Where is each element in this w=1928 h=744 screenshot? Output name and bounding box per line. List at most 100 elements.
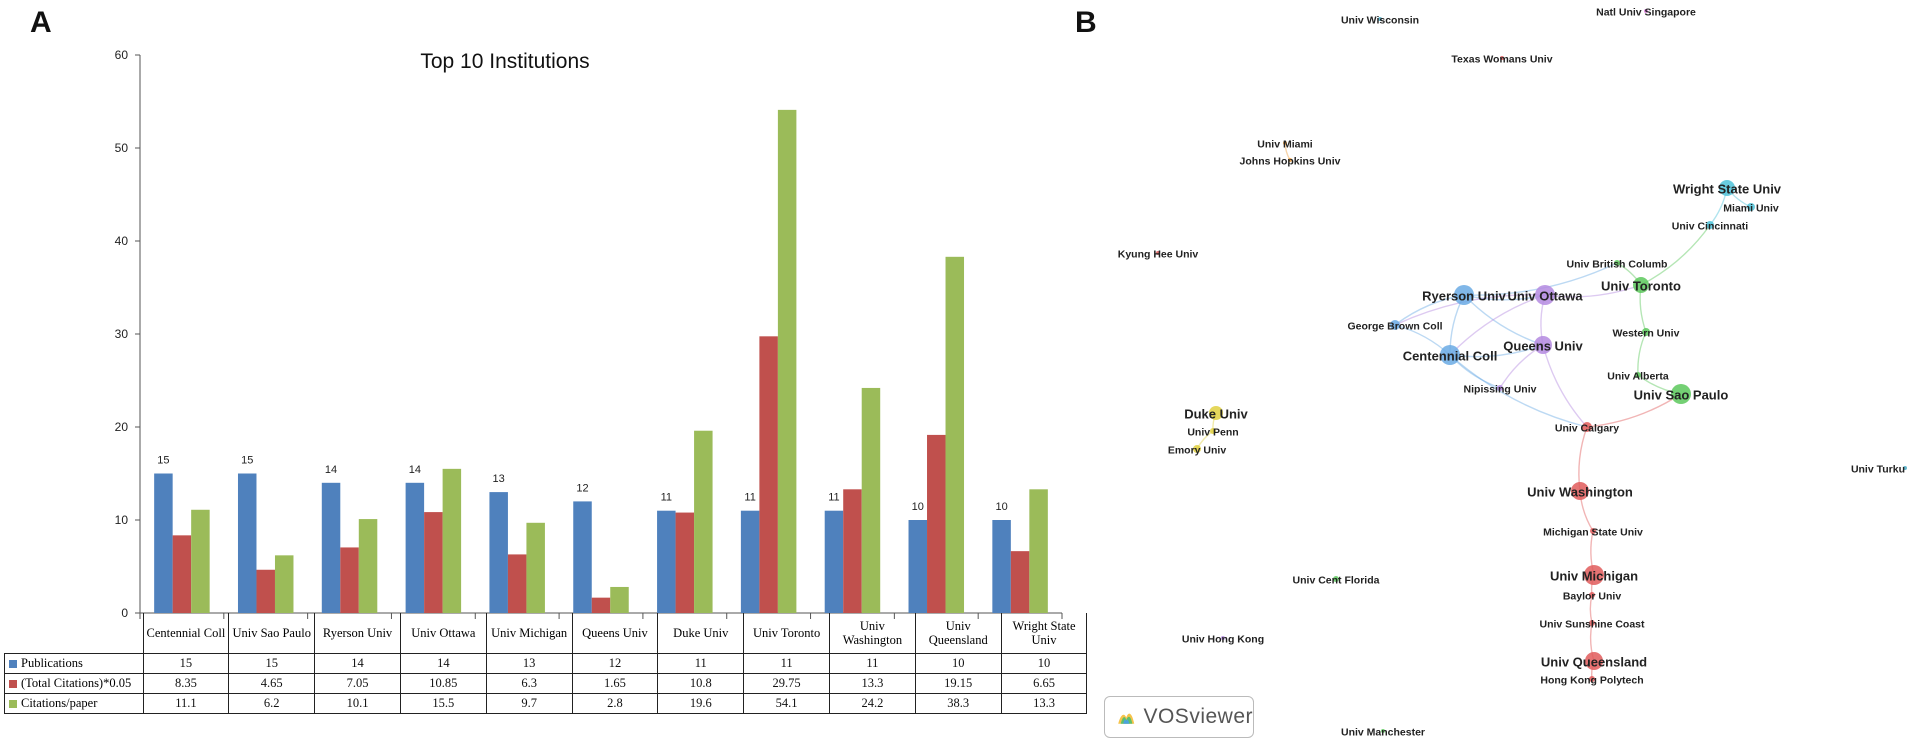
- network-node-label: Univ Michigan: [1550, 569, 1638, 584]
- table-cell: 9.7: [485, 693, 573, 714]
- network-node: [1378, 17, 1382, 21]
- table-category-row: Centennial Coll Univ Sao Paulo Ryerson Uni…: [5, 613, 1088, 654]
- legend-swatch: [9, 700, 17, 709]
- bar: [321, 482, 341, 613]
- bar: [945, 256, 965, 613]
- table-cell: 38.3: [914, 693, 1002, 714]
- bar: [657, 510, 676, 613]
- bar: [405, 482, 425, 613]
- network-node-label: George Brown Coll: [1347, 320, 1442, 332]
- network-node: [1534, 336, 1552, 354]
- table-cell: 10.85: [399, 673, 487, 694]
- network-node-label: Univ Penn: [1187, 426, 1238, 438]
- table-cell: 10: [914, 653, 1002, 674]
- category-label: Univ Queensland: [914, 613, 1002, 654]
- bar: [172, 535, 192, 613]
- table-cell: 54.1: [743, 693, 830, 714]
- network-node: [1590, 528, 1596, 534]
- table-cell: 13.3: [829, 673, 916, 694]
- network-node-label: Johns Hopkins Univ: [1240, 155, 1341, 167]
- network-node-label: Univ Alberta: [1607, 370, 1669, 382]
- table-cell: 19.15: [914, 673, 1002, 694]
- network-node-label: Miami Univ: [1723, 202, 1779, 214]
- table-row: Citations/paper 11.1 6.2 10.1 15.5 9.7 2.8 19.6…: [4, 693, 1088, 714]
- bar: [694, 430, 713, 613]
- data-label: 14: [409, 464, 421, 476]
- y-tick-label: 20: [115, 420, 129, 434]
- network-node: [1582, 422, 1592, 432]
- network-node-label: Univ Wisconsin: [1341, 14, 1419, 26]
- bar: [861, 387, 881, 613]
- bar: [191, 509, 210, 613]
- bar: [442, 468, 462, 613]
- bar: [610, 586, 629, 613]
- bar: [1010, 551, 1030, 613]
- y-tick-label: 30: [115, 327, 129, 341]
- series-legend-label: Citations/paper: [4, 693, 144, 714]
- table-cell: 15.5: [399, 693, 487, 714]
- y-tick-label: 40: [115, 234, 129, 248]
- network-node: [1193, 445, 1201, 453]
- table-cell: 14: [399, 653, 487, 674]
- bar: [424, 512, 443, 613]
- vosviewer-logo-text: VOSviewer: [1143, 705, 1253, 728]
- bar: [489, 492, 508, 613]
- panel-label-a: A: [30, 6, 52, 39]
- network-node-label: Univ Sunshine Coast: [1539, 618, 1645, 630]
- legend-swatch: [9, 680, 17, 689]
- network-node-label: Univ British Columb: [1567, 258, 1668, 270]
- data-table: Centennial Coll Univ Sao Paulo Ryerson Uni…: [4, 613, 1088, 714]
- network-node: [1571, 482, 1589, 500]
- network-node: [1589, 676, 1595, 682]
- network-node-label: Hong Kong Polytech: [1540, 674, 1643, 686]
- bar: [843, 489, 862, 613]
- bar: [1029, 489, 1048, 613]
- network-node-label: Wright State Univ: [1673, 182, 1782, 197]
- y-tick-label: 60: [115, 48, 129, 62]
- network-node-label: Univ Queensland: [1541, 655, 1647, 670]
- network-node: [1500, 56, 1504, 60]
- network-node-label: Univ Ottawa: [1507, 289, 1583, 304]
- bar: [237, 473, 257, 613]
- network-node-label: Centennial Coll: [1403, 349, 1498, 364]
- bar: [740, 510, 760, 613]
- network-node-label: Michigan State Univ: [1543, 526, 1643, 538]
- network-node: [1210, 428, 1216, 434]
- network-node-label: Univ Washington: [1527, 485, 1633, 500]
- bar: [591, 597, 611, 613]
- bar: [358, 519, 378, 613]
- network-node: [1209, 406, 1223, 420]
- network-link: [1640, 224, 1711, 286]
- network-node: [1333, 576, 1339, 582]
- network-node: [1497, 385, 1503, 391]
- panel-label-b: B: [1075, 6, 1097, 39]
- bar: [154, 473, 173, 613]
- bar: [927, 434, 946, 613]
- table-cell: 11: [829, 653, 916, 674]
- table-cell: 11: [743, 653, 830, 674]
- table-cell: 7.05: [314, 673, 401, 694]
- network-node: [1614, 260, 1620, 266]
- table-cell: 6.65: [1000, 673, 1088, 694]
- network-node-label: Western Univ: [1613, 327, 1680, 339]
- table-cell: 15: [228, 653, 316, 674]
- network-node: [1156, 251, 1160, 255]
- table-row: (Total Citations)*0.05 8.35 4.65 7.05 10.85 6…: [4, 673, 1088, 694]
- category-label: Wright State Univ: [1000, 613, 1088, 654]
- network-node: [1706, 221, 1714, 229]
- table-cell: 11: [657, 653, 745, 674]
- network-node-label: Univ Turku: [1851, 463, 1905, 475]
- table-cell: 10.1: [314, 693, 401, 714]
- network-node: [1903, 466, 1907, 470]
- data-label: 13: [493, 473, 505, 485]
- network-node-label: Univ Hong Kong: [1182, 633, 1264, 645]
- network-node: [1719, 180, 1735, 196]
- network-node-label: Natl Univ Singapore: [1596, 6, 1696, 18]
- category-label: Univ Toronto: [743, 613, 830, 654]
- network-node-label: Emory Univ: [1168, 444, 1227, 456]
- network-node: [1644, 9, 1648, 13]
- network-node: [1584, 565, 1604, 585]
- y-tick-label: 0: [121, 606, 128, 620]
- table-cell: 13.3: [1000, 693, 1088, 714]
- vosviewer-logo: VOSviewer: [1104, 696, 1254, 738]
